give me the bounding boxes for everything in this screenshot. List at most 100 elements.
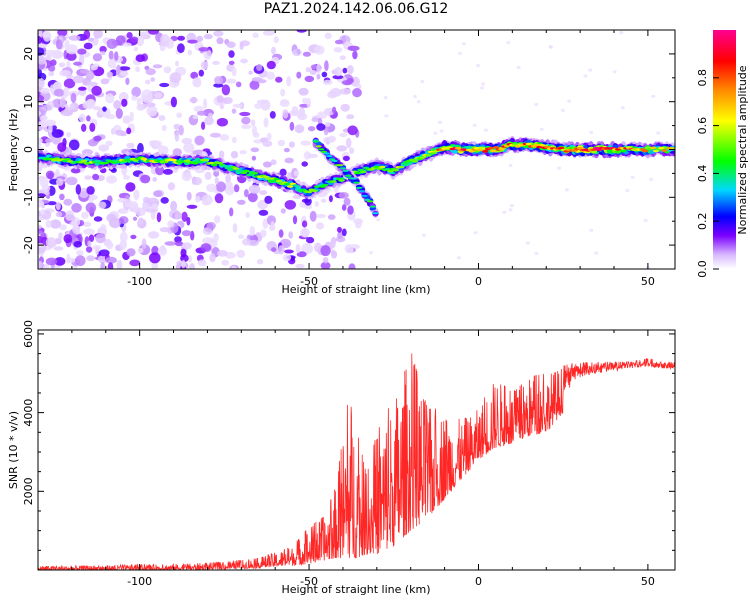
noise-speckle <box>130 234 137 240</box>
noise-speckle <box>324 121 331 127</box>
noise-speckle <box>322 79 333 85</box>
noise-speckle <box>106 38 118 49</box>
noise-speckle <box>192 114 199 120</box>
noise-speckle <box>71 217 81 227</box>
noise-speckle <box>352 88 362 98</box>
noise-speckle <box>214 193 224 204</box>
noise-speckle <box>262 140 273 147</box>
noise-speckle <box>85 70 95 81</box>
noise-speckle <box>278 229 284 238</box>
signal-branch-cell <box>320 150 328 153</box>
noise-speckle <box>252 32 259 39</box>
noise-speckle <box>141 238 147 250</box>
signal-branch-cell <box>356 186 363 189</box>
noise-speckle <box>589 228 594 232</box>
noise-speckle <box>126 142 135 149</box>
noise-speckle <box>421 233 426 237</box>
noise-speckle <box>232 136 237 144</box>
noise-speckle <box>130 36 139 43</box>
noise-speckle <box>347 45 360 51</box>
noise-speckle <box>181 172 192 181</box>
noise-speckle <box>63 78 76 89</box>
noise-speckle <box>288 231 294 239</box>
noise-speckle <box>153 140 163 148</box>
noise-speckle <box>310 64 317 70</box>
noise-speckle <box>456 256 461 260</box>
noise-speckle <box>284 157 294 164</box>
x-tick-label: 0 <box>475 575 482 588</box>
noise-speckle <box>539 127 544 131</box>
noise-speckle <box>97 175 105 181</box>
noise-speckle <box>231 67 237 77</box>
noise-speckle <box>297 113 308 121</box>
y-tick-label: 20 <box>22 47 35 61</box>
noise-speckle <box>88 234 95 242</box>
noise-speckle <box>174 212 182 220</box>
colorbar-tick-label: 0.0 <box>696 260 709 278</box>
noise-speckle <box>90 64 99 71</box>
noise-speckle <box>66 176 78 186</box>
noise-speckle <box>266 132 272 141</box>
noise-speckle <box>138 217 144 226</box>
signal-ridge-cell <box>487 146 494 150</box>
noise-speckle <box>260 229 267 238</box>
noise-speckle <box>176 112 183 119</box>
noise-speckle <box>76 249 84 256</box>
noise-speckle <box>341 228 347 237</box>
noise-speckle <box>328 135 336 143</box>
noise-speckle <box>63 86 70 98</box>
noise-speckle <box>118 66 131 71</box>
signal-ridge-cell <box>525 142 532 146</box>
noise-speckle <box>223 97 233 104</box>
noise-speckle <box>99 45 107 53</box>
noise-speckle <box>337 226 342 233</box>
noise-speckle <box>40 87 50 94</box>
signal-ridge-cell <box>482 150 489 153</box>
noise-speckle <box>311 117 320 123</box>
y-tick-label: 0 <box>22 146 35 153</box>
noise-speckle <box>250 119 256 127</box>
noise-speckle <box>153 92 163 99</box>
noise-speckle <box>149 252 161 264</box>
noise-speckle <box>560 108 565 112</box>
noise-speckle <box>118 216 129 225</box>
noise-speckle <box>219 104 224 110</box>
noise-speckle <box>48 123 53 133</box>
noise-speckle <box>193 105 204 113</box>
noise-speckle <box>330 238 336 249</box>
noise-speckle <box>293 170 300 177</box>
noise-speckle <box>341 80 353 86</box>
noise-speckle <box>589 130 594 135</box>
snr-series-line <box>38 353 675 570</box>
noise-speckle <box>322 257 329 264</box>
snr-y-axis-label: SNR (10 * v/v) <box>7 411 20 489</box>
noise-speckle <box>81 123 87 132</box>
signal-ridge-cell <box>392 168 399 172</box>
noise-speckle <box>309 210 317 222</box>
signal-ridge-cell <box>384 167 391 171</box>
noise-speckle <box>250 147 260 153</box>
noise-speckle <box>275 76 283 83</box>
noise-speckle <box>301 228 309 238</box>
noise-speckle <box>53 88 65 97</box>
noise-speckle <box>286 76 292 87</box>
noise-speckle <box>270 159 277 166</box>
noise-speckle <box>226 41 236 48</box>
noise-speckle <box>59 70 71 77</box>
noise-speckle <box>86 186 95 195</box>
noise-speckle <box>283 147 290 153</box>
noise-speckle <box>119 231 128 243</box>
noise-speckle <box>202 200 209 206</box>
noise-speckle <box>228 50 235 58</box>
noise-speckle <box>57 30 68 37</box>
noise-speckle <box>320 198 327 203</box>
noise-speckle <box>175 241 184 247</box>
colorbar-ticks: 0.0 0.2 0.4 0.6 0.8 <box>696 69 719 278</box>
noise-speckle <box>217 250 228 257</box>
signal-ridge-cell <box>379 165 386 169</box>
noise-speckle <box>116 64 121 75</box>
noise-speckle <box>137 31 150 38</box>
noise-speckle <box>98 144 110 152</box>
